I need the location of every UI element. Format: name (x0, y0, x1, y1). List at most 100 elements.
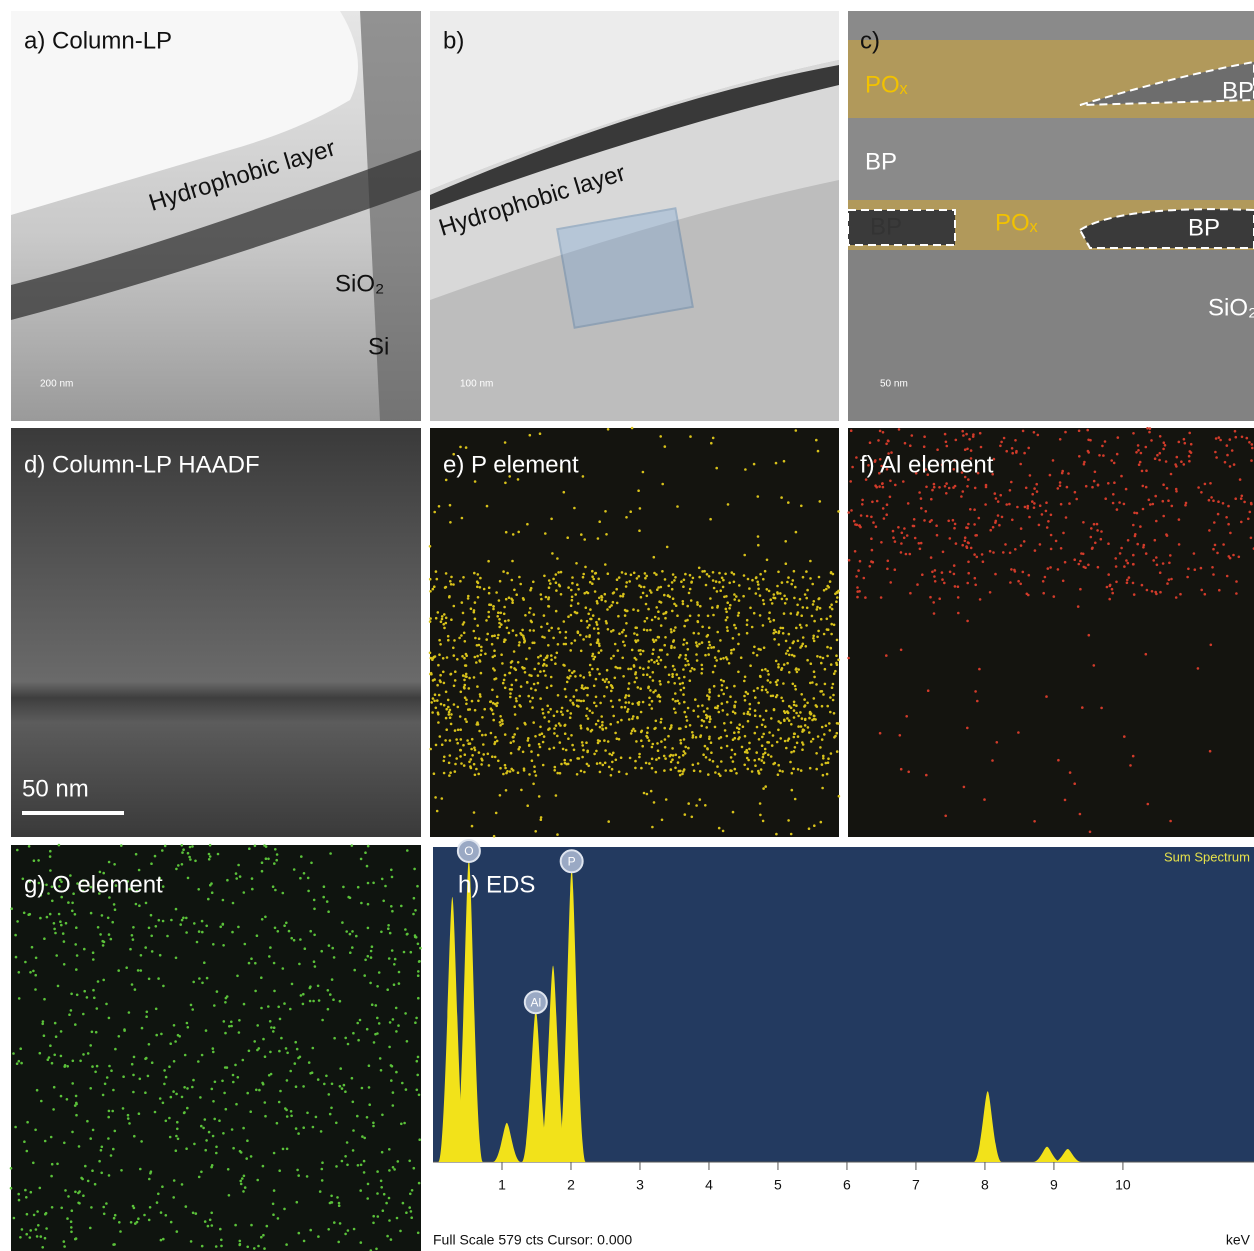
dot (439, 735, 442, 738)
dot (41, 1246, 44, 1249)
dot (647, 727, 650, 730)
dot (71, 1082, 74, 1085)
dot (747, 711, 750, 714)
dot (799, 711, 802, 714)
dot (585, 741, 588, 744)
dot (575, 562, 578, 565)
dot (659, 700, 662, 703)
dot (209, 844, 212, 847)
dot (240, 1183, 243, 1186)
dot (693, 668, 696, 671)
dot (485, 638, 488, 641)
dot (596, 623, 599, 626)
dot (290, 1115, 293, 1118)
dot (810, 662, 813, 665)
dot (695, 804, 698, 807)
dot (976, 700, 979, 703)
dot (761, 686, 764, 689)
dot (108, 1017, 111, 1020)
dot (631, 703, 634, 706)
dot (373, 1041, 376, 1044)
dot (974, 584, 977, 587)
dot (1011, 452, 1014, 455)
dot (1033, 502, 1036, 505)
dot (793, 709, 796, 712)
dot (673, 639, 676, 642)
dot (332, 998, 335, 1001)
dot (657, 586, 660, 589)
dot (448, 595, 451, 598)
dot (1094, 471, 1097, 474)
dot (591, 582, 594, 585)
dot (860, 514, 863, 517)
dot (435, 707, 438, 710)
dot (653, 640, 656, 643)
dot (90, 912, 93, 915)
dot (390, 869, 393, 872)
dot (1075, 498, 1078, 501)
dot (604, 563, 607, 566)
dot (393, 983, 396, 986)
dot (604, 680, 607, 683)
dot (558, 722, 561, 725)
dot (1060, 503, 1063, 506)
dot (262, 1234, 265, 1237)
dot (966, 485, 969, 488)
dot (492, 719, 495, 722)
dot (333, 1037, 336, 1040)
dot (1215, 437, 1218, 440)
dot (29, 1229, 32, 1232)
dot (175, 1135, 178, 1138)
dot (1152, 559, 1155, 562)
dot (619, 667, 622, 670)
dot (543, 659, 546, 662)
dot (670, 724, 673, 727)
dot (120, 1169, 123, 1172)
dot (783, 663, 786, 666)
dot (321, 1161, 324, 1164)
dot (462, 744, 465, 747)
dot (797, 668, 800, 671)
dot (28, 845, 31, 848)
dot (248, 847, 251, 850)
dot (1145, 552, 1148, 555)
dot (211, 1164, 214, 1167)
dot (704, 654, 707, 657)
dot (1042, 580, 1045, 583)
dot (776, 679, 779, 682)
dot (194, 860, 197, 863)
dot (368, 1064, 371, 1067)
dot (63, 1142, 66, 1145)
dot (604, 749, 607, 752)
dot (513, 589, 516, 592)
dot (755, 751, 758, 754)
dot (504, 482, 507, 485)
dot (1073, 558, 1076, 561)
dot (737, 643, 740, 646)
dot (586, 620, 589, 623)
dot (278, 1169, 281, 1172)
dot (496, 615, 499, 618)
dot (372, 882, 375, 885)
dot (445, 586, 448, 589)
dot (753, 612, 756, 615)
dot (785, 747, 788, 750)
dot (557, 643, 560, 646)
dot (638, 753, 641, 756)
dot (1003, 437, 1006, 440)
dot (16, 920, 19, 923)
dot (277, 1006, 280, 1009)
panel-label: e) P element (443, 451, 579, 478)
dot (1159, 591, 1162, 594)
dot (408, 1206, 411, 1209)
dot (640, 731, 643, 734)
dot (833, 624, 836, 627)
dot (474, 774, 477, 777)
dot (1107, 542, 1110, 545)
dot (315, 1116, 318, 1119)
dot (826, 618, 829, 621)
dot (932, 601, 935, 604)
dot (749, 713, 752, 716)
dot (697, 614, 700, 617)
dot (1031, 493, 1034, 496)
